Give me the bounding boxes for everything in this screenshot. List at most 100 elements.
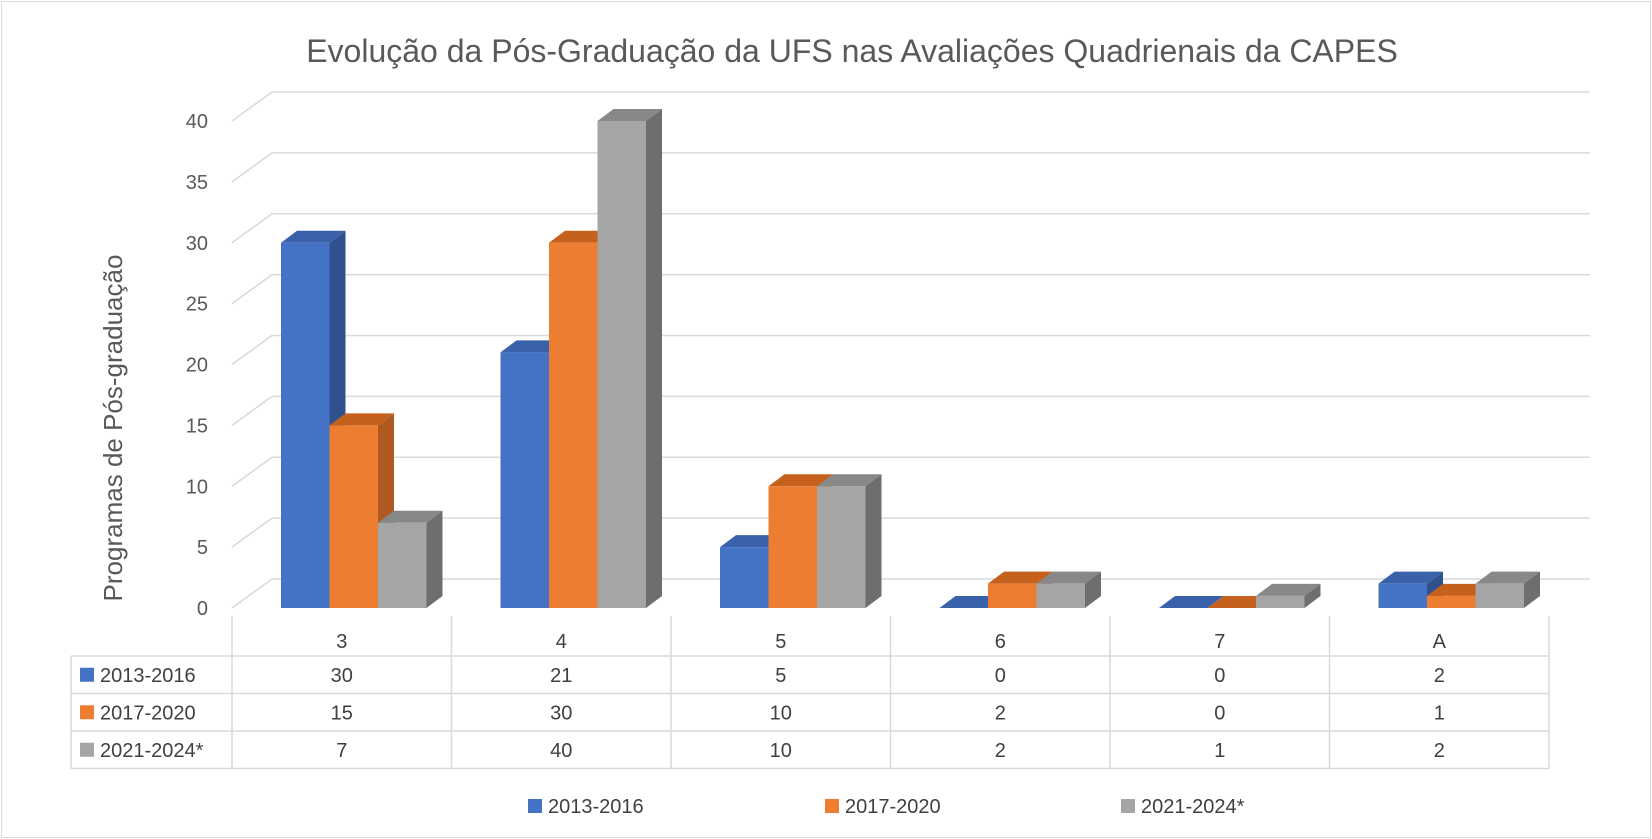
table-cell-value: 0	[1214, 702, 1225, 724]
bar-side	[1304, 583, 1321, 608]
bar-front	[500, 352, 549, 608]
bar-front	[1036, 583, 1085, 608]
table-cell-value: 2	[995, 740, 1006, 762]
legend-item: 2021-2024*	[1121, 796, 1245, 818]
bar-2017-2020-7	[1207, 596, 1272, 608]
bar-front	[329, 425, 378, 608]
table-cell-value: 1	[1434, 702, 1445, 724]
gridline-diagonal	[231, 578, 273, 609]
y-axis-ticks: 0 5 10 15 20 25 30 35 40	[186, 111, 208, 620]
gridlines	[231, 91, 1590, 609]
bar-top	[1378, 571, 1443, 584]
bar-front	[1378, 583, 1427, 608]
table-cell-value: 30	[331, 665, 353, 687]
y-tick-label: 10	[186, 476, 208, 498]
bar-2021-2024*-A	[1475, 571, 1540, 608]
legend-swatch	[1121, 799, 1135, 813]
bar-front	[768, 486, 817, 608]
bar-top	[768, 474, 833, 487]
bar-top	[988, 571, 1053, 584]
gridline-diagonal	[231, 395, 273, 426]
legend: 2013-2016 2017-2020 2021-2024*	[528, 796, 1245, 818]
category-label: 4	[556, 631, 567, 653]
gridline-diagonal	[231, 213, 273, 244]
y-tick-label: 30	[186, 233, 208, 255]
bars	[281, 109, 1540, 608]
bar-front	[1427, 595, 1476, 608]
bar-front	[988, 583, 1037, 608]
category-label: 3	[336, 631, 347, 653]
bar-2013-2016-6	[939, 596, 1004, 608]
table-cell-value: 10	[770, 740, 792, 762]
bar-top	[1159, 596, 1224, 608]
legend-swatch	[825, 799, 839, 813]
legend-item: 2017-2020	[825, 796, 941, 818]
table-legend-key	[80, 667, 94, 682]
bar-2021-2024*-3	[378, 510, 443, 608]
bar-side	[646, 109, 662, 608]
y-tick-label: 5	[197, 537, 208, 559]
bar-top	[1427, 583, 1492, 596]
bar-top	[720, 535, 785, 548]
category-label: 5	[775, 631, 786, 653]
legend-item: 2013-2016	[528, 796, 644, 818]
bar-2013-2016-3	[281, 230, 346, 608]
table-cell-value: 2	[995, 702, 1006, 724]
table-cell-value: 21	[550, 665, 572, 687]
table-cell-value: 15	[331, 702, 353, 724]
table-legend-key	[80, 705, 94, 720]
bar-front	[597, 121, 646, 608]
y-tick-label: 15	[186, 415, 208, 437]
bar-top	[1475, 571, 1540, 584]
bar-top	[1036, 571, 1101, 584]
bar-2017-2020-3	[329, 413, 394, 608]
table-cell-value: 5	[775, 665, 786, 687]
bar-top	[378, 510, 443, 523]
gridline-diagonal	[231, 91, 273, 122]
bar-side	[426, 510, 443, 608]
y-axis-label: Programas de Pós-graduação	[98, 255, 128, 602]
table-cell-value: 10	[770, 702, 792, 724]
table-cell-value: 2	[1434, 665, 1445, 687]
table-cell-value: 7	[336, 740, 347, 762]
bar-top	[1207, 596, 1272, 608]
table-legend-key	[80, 742, 94, 757]
category-label: A	[1433, 631, 1447, 653]
bar-top	[1256, 583, 1321, 596]
bar-2013-2016-A	[1378, 571, 1443, 608]
bar-side	[1524, 571, 1540, 608]
gridline-diagonal	[231, 456, 273, 487]
bar-2021-2024*-5	[817, 474, 882, 608]
bar-top	[939, 596, 1004, 608]
bar-side	[1085, 571, 1101, 608]
bar-top	[329, 413, 394, 426]
bar-front	[281, 242, 330, 608]
bar-front	[1256, 595, 1305, 608]
legend-label: 2017-2020	[845, 796, 941, 818]
gridline-diagonal	[231, 334, 273, 366]
table-cell-value: 1	[1214, 740, 1225, 762]
y-tick-label: 0	[197, 598, 208, 620]
bar-side	[865, 474, 882, 608]
bar-top	[500, 340, 565, 353]
bar-top	[549, 230, 614, 243]
category-label: 7	[1214, 631, 1225, 653]
bar-front	[1475, 583, 1524, 608]
bar-2013-2016-7	[1159, 596, 1224, 608]
bar-2021-2024*-7	[1256, 583, 1321, 608]
table-cell-value: 0	[995, 665, 1006, 687]
table-cell-value: 40	[550, 740, 572, 762]
gridline-diagonal	[231, 152, 273, 183]
legend-label: 2021-2024*	[1141, 796, 1245, 818]
bar-top	[281, 230, 346, 243]
legend-swatch	[528, 799, 542, 813]
table-cell-value: 30	[550, 702, 572, 724]
gridline-diagonal	[231, 517, 273, 548]
gridline-diagonal	[231, 274, 273, 305]
bar-front	[817, 486, 866, 608]
table-series-label: 2013-2016	[100, 665, 196, 687]
table-cell-value: 2	[1434, 740, 1445, 762]
table-series-label: 2021-2024*	[100, 740, 204, 762]
